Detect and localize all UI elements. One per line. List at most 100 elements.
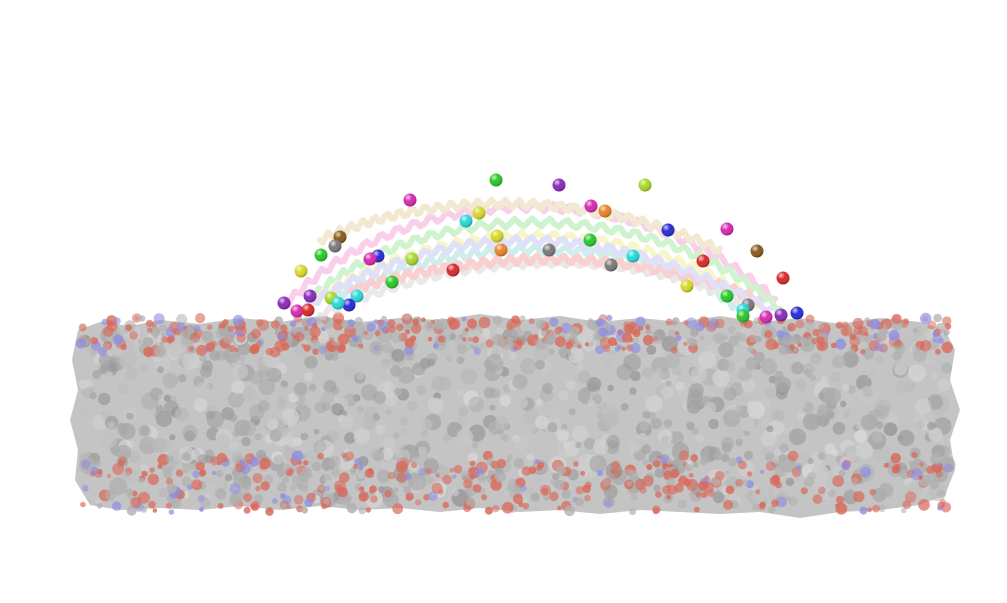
lipid-headgroup [501,501,514,514]
protein-bead [459,214,473,228]
membrane-grain [303,372,314,382]
membrane-grain [927,394,943,410]
protein-bead [290,304,304,318]
membrane-grain [875,421,884,430]
membrane-grain [372,413,381,422]
membrane-grain [587,399,595,407]
membrane-grain [784,422,792,429]
lipid-headgroup [553,328,561,335]
membrane-grain [586,377,602,392]
lipid-headgroup [329,337,335,343]
protein-bead [472,206,486,220]
membrane-grain [832,355,845,368]
membrane-grain [908,364,926,382]
lipid-headgroup [918,475,923,480]
lipid-headgroup [366,322,376,332]
membrane-grain [456,428,474,446]
lipid-headgroup [126,505,137,516]
lipid-headgroup [665,318,673,326]
membrane-grain [508,351,517,360]
membrane-grain [357,472,365,480]
membrane-grain [674,381,685,392]
lipid-headgroup [859,336,865,343]
membrane-grain [604,362,613,370]
helix-ribbon [297,233,773,315]
lipid-headgroup [243,493,253,503]
lipid-headgroup [683,341,688,346]
lipid-headgroup [404,315,411,321]
membrane-grain [551,406,560,415]
lipid-headgroup [746,471,753,477]
protein-bead [350,289,364,303]
lipid-headgroup [188,345,195,352]
membrane-grain [343,365,356,378]
lipid-headgroup [678,450,690,461]
membrane-grain [577,370,591,384]
lipid-headgroup [465,496,476,507]
lipid-headgroup [528,318,535,325]
membrane-grain [229,441,239,451]
lipid-headgroup [244,482,252,490]
membrane-grain [616,363,633,381]
lipid-headgroup [157,453,169,466]
membrane-grain [839,400,847,408]
lipid-headgroup [163,469,173,479]
membrane-grain [877,416,884,423]
lipid-headgroup [901,507,907,514]
membrane-grain [238,342,251,356]
membrane-grain [460,368,478,385]
lipid-headgroup [796,465,802,471]
lipid-headgroup [369,489,374,494]
lipid-headgroup [170,497,182,509]
membrane-grain [456,389,465,398]
membrane-grain [489,388,501,399]
lipid-headgroup [765,453,774,462]
membrane-grain [773,448,782,457]
membrane-grain [941,362,952,374]
membrane-grain [794,378,807,391]
lipid-headgroup [224,457,229,462]
lipid-headgroup [321,326,326,332]
lipid-headgroup [812,494,823,504]
lipid-headgroup [943,463,954,473]
lipid-headgroup [250,328,262,339]
membrane-grain [556,429,569,442]
membrane-grain [766,425,774,433]
lipid-headgroup [872,504,880,513]
lipid-headgroup [303,460,309,466]
lipid-headgroup [789,344,795,350]
membrane-grain [331,403,344,416]
lipid-headgroup [640,454,645,460]
membrane-grain [691,366,707,383]
membrane-grain [356,405,364,414]
membrane-grain [802,413,821,431]
membrane-grain [558,346,572,359]
lipid-headgroup [309,339,321,352]
lipid-headgroup [466,318,478,329]
lipid-headgroup [611,460,621,470]
membrane-grain [809,374,817,382]
lipid-headgroup [228,325,235,332]
lipid-headgroup [373,344,380,352]
protein-bead [303,289,317,303]
lipid-headgroup [206,324,213,330]
lipid-headgroup [147,473,159,486]
lipid-headgroup [942,316,952,326]
lipid-headgroup [755,335,762,343]
lipid-headgroup [623,321,630,328]
lipid-headgroup [432,343,439,349]
helix-ribbon [317,196,723,256]
membrane-grain [830,371,842,383]
membrane-grain [824,443,836,455]
lipid-headgroup [533,333,539,340]
membrane-grain [660,385,674,399]
membrane-grain [606,434,620,449]
membrane-grain [607,384,614,392]
membrane-grain [503,489,511,497]
lipid-headgroup [685,464,693,472]
lipid-headgroup [695,492,702,498]
lipid-headgroup [848,347,856,355]
membrane-grain [184,430,196,442]
membrane-grain [535,415,549,430]
